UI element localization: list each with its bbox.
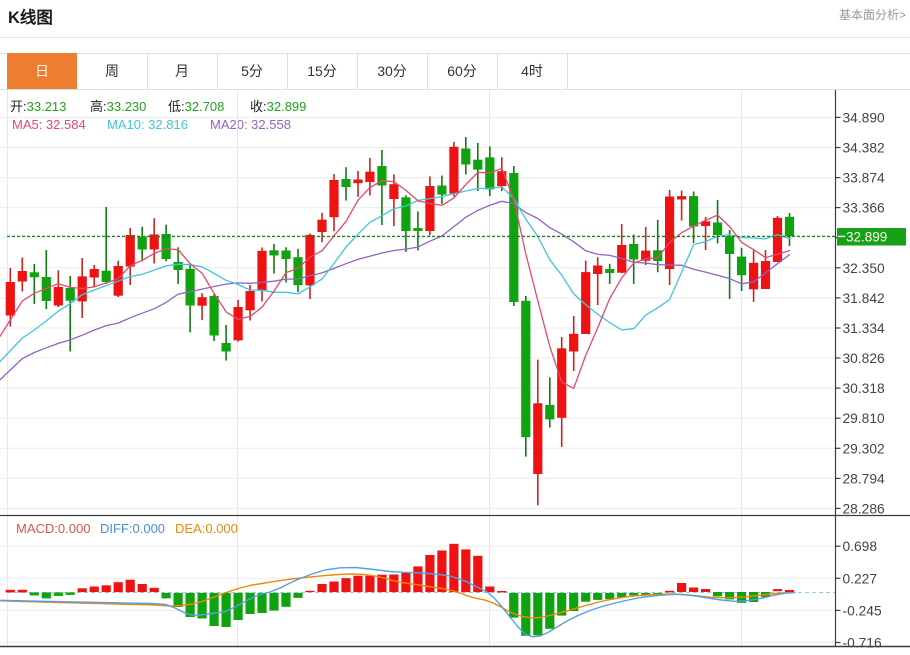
svg-text:0.698: 0.698 bbox=[843, 539, 878, 554]
svg-text:29.302: 29.302 bbox=[843, 441, 885, 456]
svg-text:5分: 5分 bbox=[241, 63, 263, 79]
svg-text:MACD:0.000: MACD:0.000 bbox=[16, 521, 90, 536]
svg-text:低:32.708: 低:32.708 bbox=[168, 99, 224, 114]
svg-text:MA20: 32.558: MA20: 32.558 bbox=[210, 117, 291, 132]
svg-text:DEA:0.000: DEA:0.000 bbox=[175, 521, 238, 536]
svg-text:33.874: 33.874 bbox=[843, 171, 886, 186]
svg-text:31.842: 31.842 bbox=[843, 291, 885, 306]
svg-text:28.286: 28.286 bbox=[843, 501, 886, 516]
svg-text:30.826: 30.826 bbox=[843, 351, 886, 366]
svg-text:15分: 15分 bbox=[307, 63, 337, 79]
svg-text:4时: 4时 bbox=[521, 63, 543, 79]
svg-text:K线图: K线图 bbox=[8, 7, 53, 27]
svg-text:高:33.230: 高:33.230 bbox=[90, 99, 146, 114]
svg-text:32.899: 32.899 bbox=[846, 230, 887, 245]
svg-text:28.794: 28.794 bbox=[843, 471, 886, 486]
svg-text:30分: 30分 bbox=[377, 63, 407, 79]
svg-text:33.366: 33.366 bbox=[843, 201, 886, 216]
svg-text:30.318: 30.318 bbox=[843, 381, 886, 396]
svg-text:周: 周 bbox=[105, 63, 119, 79]
svg-text:日: 日 bbox=[35, 63, 49, 79]
svg-text:34.890: 34.890 bbox=[843, 110, 886, 125]
svg-text:月: 月 bbox=[175, 63, 189, 79]
svg-text:基本面分析>: 基本面分析> bbox=[839, 8, 906, 22]
svg-text:-0.716: -0.716 bbox=[843, 636, 882, 651]
svg-text:DIFF:0.000: DIFF:0.000 bbox=[100, 521, 165, 536]
svg-text:收:32.899: 收:32.899 bbox=[250, 99, 306, 114]
svg-text:-0.245: -0.245 bbox=[843, 603, 882, 618]
svg-text:开:33.213: 开:33.213 bbox=[10, 99, 66, 114]
svg-text:29.810: 29.810 bbox=[843, 411, 886, 426]
svg-text:31.334: 31.334 bbox=[843, 321, 886, 336]
svg-text:0.227: 0.227 bbox=[843, 571, 878, 586]
svg-text:MA5: 32.584: MA5: 32.584 bbox=[12, 117, 86, 132]
svg-text:MA10: 32.816: MA10: 32.816 bbox=[107, 117, 188, 132]
svg-text:32.350: 32.350 bbox=[843, 261, 886, 276]
svg-text:60分: 60分 bbox=[447, 63, 477, 79]
svg-text:34.382: 34.382 bbox=[843, 141, 885, 156]
